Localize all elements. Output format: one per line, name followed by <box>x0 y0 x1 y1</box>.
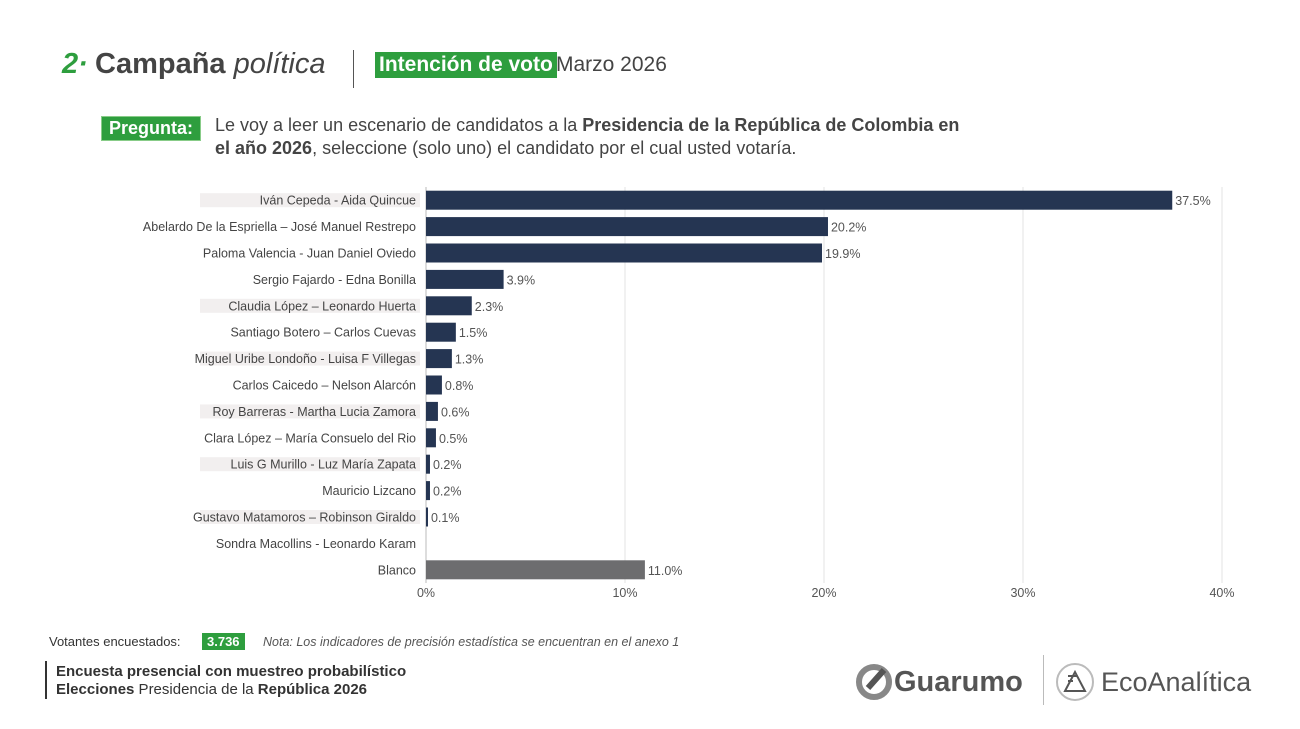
title-bold: Campaña <box>95 48 226 80</box>
category-label: Iván Cepeda - Aida Quincue <box>260 194 416 208</box>
footer-divider <box>45 661 47 699</box>
bar <box>426 401 438 421</box>
data-label: 0.5% <box>439 432 468 446</box>
bar <box>426 481 430 501</box>
category-label: Sondra Macollins - Leonardo Karam <box>216 537 416 551</box>
category-label: Miguel Uribe Londoño - Luisa F Villegas <box>195 352 416 366</box>
title-italic: política <box>233 48 326 80</box>
bar <box>426 428 436 448</box>
question-text-bold: Presidencia de la República de Colombia … <box>215 115 960 158</box>
data-label: 0.1% <box>431 511 460 525</box>
voters-count: 3.736 <box>202 633 245 650</box>
category-label: Abelardo De la Espriella – José Manuel R… <box>143 220 416 234</box>
survey-info: Encuesta presencial con muestreo probabi… <box>56 663 406 699</box>
bar <box>426 349 452 369</box>
x-tick-label: 30% <box>1010 586 1035 600</box>
guarumo-text: Guarumo <box>894 665 1023 698</box>
bar <box>426 322 456 342</box>
category-label: Gustavo Matamoros – Robinson Giraldo <box>193 511 416 525</box>
t2: Presidencia de la <box>134 681 258 698</box>
bar <box>426 375 442 395</box>
survey-election: Elecciones Presidencia de la República 2… <box>56 681 406 699</box>
question-text: Le voy a leer un escenario de candidatos… <box>215 114 975 160</box>
category-label: Carlos Caicedo – Nelson Alarcón <box>233 379 416 393</box>
x-tick-label: 0% <box>417 586 435 600</box>
data-label: 0.8% <box>445 379 474 393</box>
ecoanalitica-icon <box>1056 663 1094 701</box>
topic-badge: Intención de voto <box>375 52 557 78</box>
row-highlight <box>200 298 420 313</box>
page-title: Campaña política <box>95 48 326 81</box>
bar <box>426 190 1173 210</box>
category-label: Luis G Murillo - Luz María Zapata <box>231 458 417 472</box>
logo-divider <box>1043 655 1044 705</box>
ecoanalitica-logo: EcoAnalítica <box>1055 662 1251 702</box>
row-highlight <box>200 510 420 524</box>
data-label: 1.3% <box>455 353 484 367</box>
row-highlight <box>200 404 420 419</box>
bar <box>426 269 504 289</box>
category-label: Blanco <box>378 563 416 577</box>
data-label: 0.6% <box>441 405 470 419</box>
bar <box>426 243 823 263</box>
t1: Elecciones <box>56 681 135 698</box>
data-label: 19.9% <box>825 247 860 261</box>
data-label: 1.5% <box>459 326 488 340</box>
guarumo-logo: Guarumo <box>856 664 1023 700</box>
guarumo-icon <box>856 664 892 700</box>
voters-label: Votantes encuestados: <box>49 634 181 649</box>
row-highlight <box>200 193 420 208</box>
x-tick-label: 10% <box>612 586 637 600</box>
survey-method: Encuesta presencial con muestreo probabi… <box>56 663 407 680</box>
date-label: Marzo 2026 <box>556 53 667 76</box>
data-label: 11.0% <box>648 564 683 578</box>
question-text-1: Le voy a leer un escenario de candidatos… <box>215 115 583 135</box>
t3: República 2026 <box>257 681 368 698</box>
ecoanalitica-text: EcoAnalítica <box>1101 666 1252 697</box>
category-label: Claudia López – Leonardo Huerta <box>228 299 416 313</box>
category-label: Roy Barreras - Martha Lucia Zamora <box>212 405 416 419</box>
bar <box>426 217 828 237</box>
category-label: Sergio Fajardo - Edna Bonilla <box>253 273 416 287</box>
data-label: 0.2% <box>433 458 462 472</box>
data-label: 0.2% <box>433 485 462 499</box>
bar <box>426 296 472 316</box>
bar <box>426 454 430 474</box>
row-highlight <box>200 351 420 366</box>
category-label: Santiago Botero – Carlos Cuevas <box>230 326 416 340</box>
section-number: 2· <box>62 48 88 80</box>
bar <box>426 560 645 580</box>
data-label: 20.2% <box>831 221 866 235</box>
x-tick-label: 20% <box>811 586 836 600</box>
question-text-2: , seleccione (solo uno) el candidato por… <box>312 138 797 158</box>
data-label: 2.3% <box>475 300 504 314</box>
data-label: 37.5% <box>1175 194 1210 208</box>
row-highlight <box>200 457 420 472</box>
bar <box>426 507 428 527</box>
x-tick-label: 40% <box>1209 586 1234 600</box>
question-label: Pregunta: <box>101 116 202 141</box>
category-label: Clara López – María Consuelo del Rio <box>204 431 416 445</box>
category-label: Paloma Valencia - Juan Daniel Oviedo <box>203 247 416 261</box>
category-label: Mauricio Lizcano <box>322 484 416 498</box>
divider <box>353 50 354 88</box>
data-label: 3.9% <box>507 273 536 287</box>
footnote: Nota: Los indicadores de precisión estad… <box>263 635 680 649</box>
